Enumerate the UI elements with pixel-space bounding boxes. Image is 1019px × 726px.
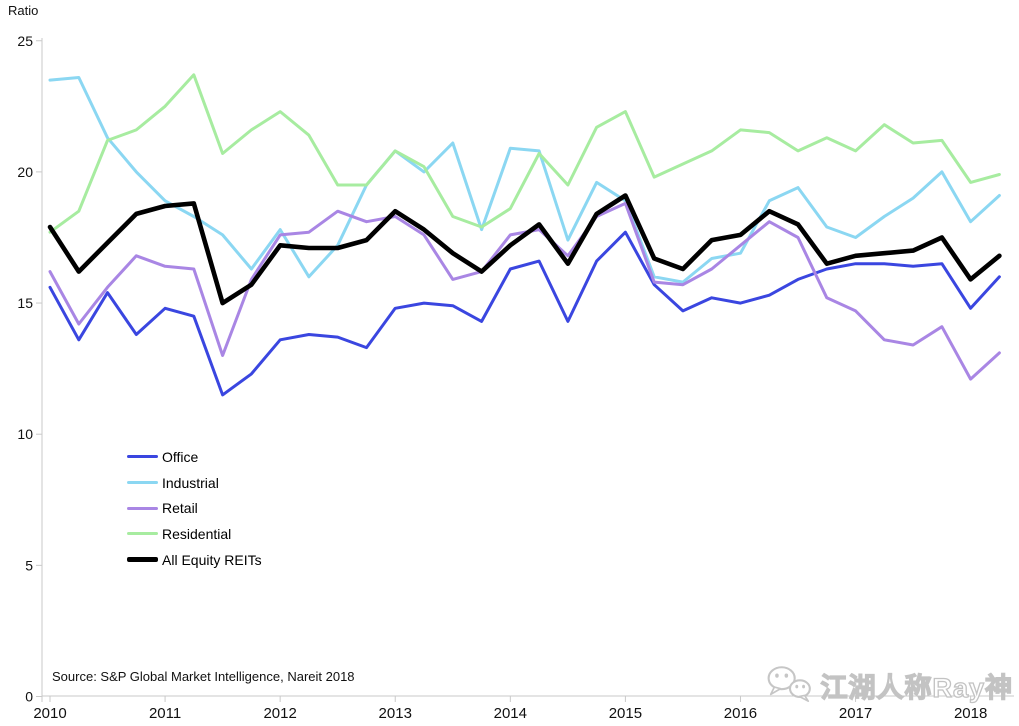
y-axis-tick-label: 15 (17, 295, 33, 311)
legend-label-office: Office (162, 448, 199, 465)
x-axis-tick-label: 2013 (379, 705, 412, 722)
series-line-industrial (48, 76, 1001, 284)
legend: Office Industrial Retail Residential All Equ… (127, 444, 262, 572)
x-axis-tick-label: 2011 (149, 705, 181, 722)
y-axis-tick-label: 10 (17, 426, 33, 442)
x-axis-tick-label: 2018 (954, 705, 987, 722)
x-axis-tick-label: 2012 (263, 705, 296, 722)
legend-item-industrial: Industrial (127, 470, 262, 496)
y-axis-tick-label: 25 (17, 33, 33, 49)
y-axis-tick-label: 0 (25, 689, 33, 705)
legend-swatch-office (127, 455, 158, 459)
legend-item-all-equity-reits: All Equity REITs (127, 547, 262, 573)
legend-swatch-residential (127, 532, 158, 536)
x-axis-tick-label: 2010 (33, 705, 66, 722)
x-axis-tick-label: 2014 (494, 705, 527, 722)
legend-item-residential: Residential (127, 521, 262, 547)
series-line-residential (48, 73, 1001, 234)
legend-label-retail: Retail (162, 500, 198, 517)
legend-label-all-equity-reits: All Equity REITs (162, 551, 262, 568)
series-line-office (48, 230, 1001, 397)
legend-item-office: Office (127, 444, 262, 470)
y-axis-tick-label: 20 (17, 164, 33, 180)
legend-swatch-all-equity-reits (127, 557, 158, 562)
series-line-retail (48, 201, 1001, 381)
y-axis-title: Ratio (8, 3, 39, 18)
x-axis-tick-label: 2017 (839, 705, 872, 722)
source-note: Source: S&P Global Market Intelligence, … (52, 669, 355, 684)
legend-label-residential: Residential (162, 525, 232, 542)
x-axis-tick-label: 2016 (724, 705, 757, 722)
legend-swatch-retail (127, 506, 158, 510)
legend-label-industrial: Industrial (162, 474, 219, 491)
y-axis-tick-label: 5 (25, 557, 33, 573)
legend-swatch-industrial (127, 481, 158, 485)
series-line-all-equity-reits (47, 193, 1002, 306)
legend-item-retail: Retail (127, 495, 262, 521)
x-axis-tick-label: 2015 (609, 705, 642, 722)
